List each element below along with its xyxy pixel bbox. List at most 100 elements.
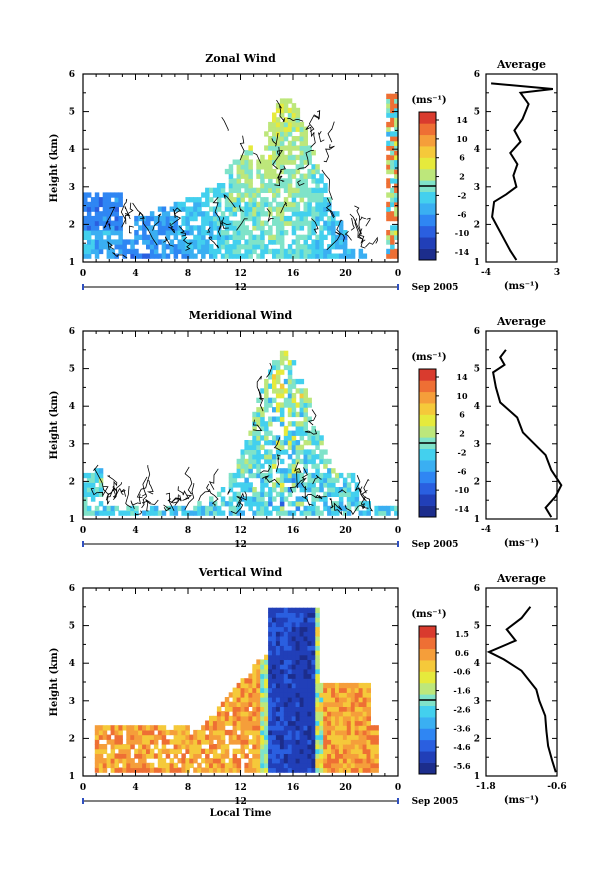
heatmap-cell	[338, 729, 344, 736]
heatmap-cell	[303, 416, 308, 422]
heatmap-cell	[366, 505, 371, 512]
heatmap-cell	[323, 762, 328, 769]
heatmap-cell	[114, 734, 119, 740]
heatmap-cell	[240, 225, 245, 231]
heatmap-cell	[126, 734, 131, 740]
heatmap-cell	[256, 505, 261, 512]
heatmap-cell	[86, 491, 92, 497]
contour-line	[93, 464, 105, 491]
heatmap-cell	[291, 136, 297, 142]
contour-line	[198, 483, 210, 502]
heatmap-cell	[366, 711, 371, 717]
heatmap-cell	[205, 201, 210, 208]
heatmap-cell	[366, 682, 371, 689]
heatmap-cell	[205, 767, 210, 773]
heatmap-cell	[299, 631, 305, 637]
heatmap-cell	[366, 758, 371, 764]
heatmap-cell	[279, 449, 285, 455]
heatmap-cell	[268, 682, 273, 689]
heatmap-cell	[287, 668, 293, 675]
heatmap-cell	[287, 402, 293, 408]
heatmap-cell	[331, 491, 336, 497]
heatmap-cell	[114, 758, 119, 764]
heatmap-cell	[244, 468, 249, 474]
heatmap-cell	[220, 729, 226, 736]
heatmap-cell	[201, 239, 206, 245]
colorbar-tick-label: -6	[458, 466, 467, 476]
heatmap-cell	[209, 501, 214, 507]
heatmap-cell	[268, 454, 273, 460]
heatmap-cell	[394, 505, 399, 512]
average-profile-line	[491, 82, 554, 261]
heatmap-cell	[260, 682, 265, 689]
heatmap-cell	[295, 244, 301, 250]
heatmap-cell	[212, 734, 218, 740]
heatmap-cell	[394, 253, 399, 259]
heatmap-cell	[248, 215, 253, 222]
heatmap-cell	[224, 234, 230, 240]
heatmap-cell	[272, 682, 277, 689]
heatmap-cell	[346, 697, 352, 703]
heatmap-cell	[283, 673, 289, 679]
heatmap-cell	[122, 744, 127, 750]
heatmap-cell	[335, 501, 340, 507]
heatmap-cell	[275, 364, 281, 371]
heatmap-cell	[342, 477, 348, 483]
heatmap-cell	[98, 767, 104, 773]
heatmap-cell	[244, 253, 249, 259]
heatmap-cell	[272, 140, 277, 146]
contour-line	[339, 219, 343, 223]
colorbar-unit: (ms⁻¹)	[411, 609, 446, 620]
heatmap-cell	[295, 192, 301, 198]
heatmap-cell	[374, 744, 379, 750]
heatmap-cell	[338, 687, 344, 693]
average-x-tick-label: -4	[481, 525, 491, 535]
heatmap-cell	[228, 734, 234, 740]
heatmap-cell	[232, 748, 238, 754]
heatmap-cell	[83, 510, 88, 516]
heatmap-cell	[244, 482, 249, 488]
heatmap-cell	[319, 230, 324, 236]
heatmap-cell	[303, 753, 308, 759]
heatmap-cell	[272, 725, 277, 731]
heatmap-cell	[244, 248, 249, 255]
heatmap-cell	[205, 758, 210, 764]
heatmap-cell	[110, 739, 116, 745]
heatmap-cell	[311, 692, 316, 698]
heatmap-cell	[279, 154, 285, 161]
heatmap-cell	[90, 206, 96, 212]
y-tick-label: 3	[69, 697, 75, 707]
heatmap-cell	[327, 748, 332, 754]
heatmap-cell	[394, 164, 399, 170]
heatmap-cell	[315, 164, 320, 170]
heatmap-cell	[346, 744, 352, 750]
heatmap-cell	[228, 164, 234, 170]
heatmap-cell	[335, 734, 340, 740]
heatmap-cell	[126, 729, 131, 736]
heatmap-cell	[287, 715, 293, 722]
heatmap-cell	[130, 758, 135, 764]
heatmap-cell	[350, 767, 356, 773]
heatmap-cell	[161, 729, 167, 736]
heatmap-cell	[248, 234, 253, 240]
heatmap-cell	[327, 468, 332, 474]
heatmap-cell	[256, 734, 261, 740]
heatmap-cell	[236, 201, 242, 208]
heatmap-cell	[110, 725, 116, 731]
heatmap-cell	[315, 650, 320, 656]
heatmap-cell	[201, 201, 206, 208]
heatmap-cell	[264, 729, 269, 736]
heatmap-cell	[98, 234, 104, 240]
heatmap-cell	[149, 239, 155, 245]
heatmap-cell	[315, 654, 320, 660]
heatmap-cell	[315, 631, 320, 637]
heatmap-cell	[390, 230, 395, 236]
heatmap-cell	[386, 131, 391, 137]
heatmap-cell	[295, 248, 301, 255]
heatmap-cell	[291, 253, 297, 259]
heatmap-cell	[327, 744, 332, 750]
heatmap-cell	[228, 505, 234, 512]
heatmap-cell	[118, 220, 123, 226]
heatmap-cell	[153, 248, 159, 255]
heatmap-cell	[346, 253, 352, 259]
